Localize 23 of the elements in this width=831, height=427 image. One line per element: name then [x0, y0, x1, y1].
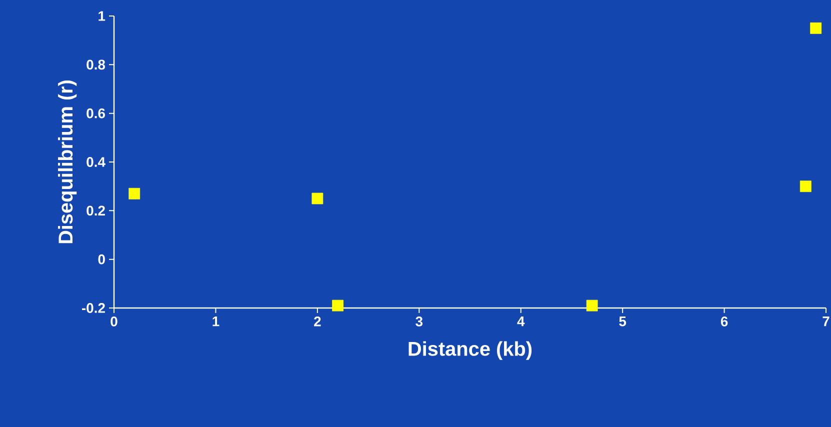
point [586, 300, 598, 312]
x-axis-title: Distance (kb) [408, 341, 532, 360]
y-tick-label: 0 [98, 254, 105, 264]
point [810, 22, 822, 34]
x-tick-label: 7 [822, 316, 830, 326]
y-tick-label: -0.2 [82, 303, 105, 313]
x-tick-label: 6 [720, 316, 728, 326]
x-tick-label: 3 [416, 316, 423, 326]
x-tick-label: 5 [619, 316, 626, 326]
point [332, 300, 344, 312]
x-tick-label: 4 [517, 316, 525, 326]
point [800, 180, 812, 192]
point [128, 188, 140, 200]
y-axis-title: Disequilibrium (r) [58, 80, 77, 244]
x-tick-label: 2 [314, 316, 321, 326]
point [312, 192, 324, 204]
y-tick-label: 0.4 [86, 157, 106, 167]
y-tick-label: 0.6 [86, 108, 105, 118]
y-tick-label: 1 [98, 11, 106, 21]
y-tick-label: 0.2 [86, 206, 105, 216]
y-tick-label: 0.8 [86, 60, 106, 70]
x-tick-label: 1 [212, 316, 220, 326]
x-tick-label: 0 [110, 316, 118, 326]
